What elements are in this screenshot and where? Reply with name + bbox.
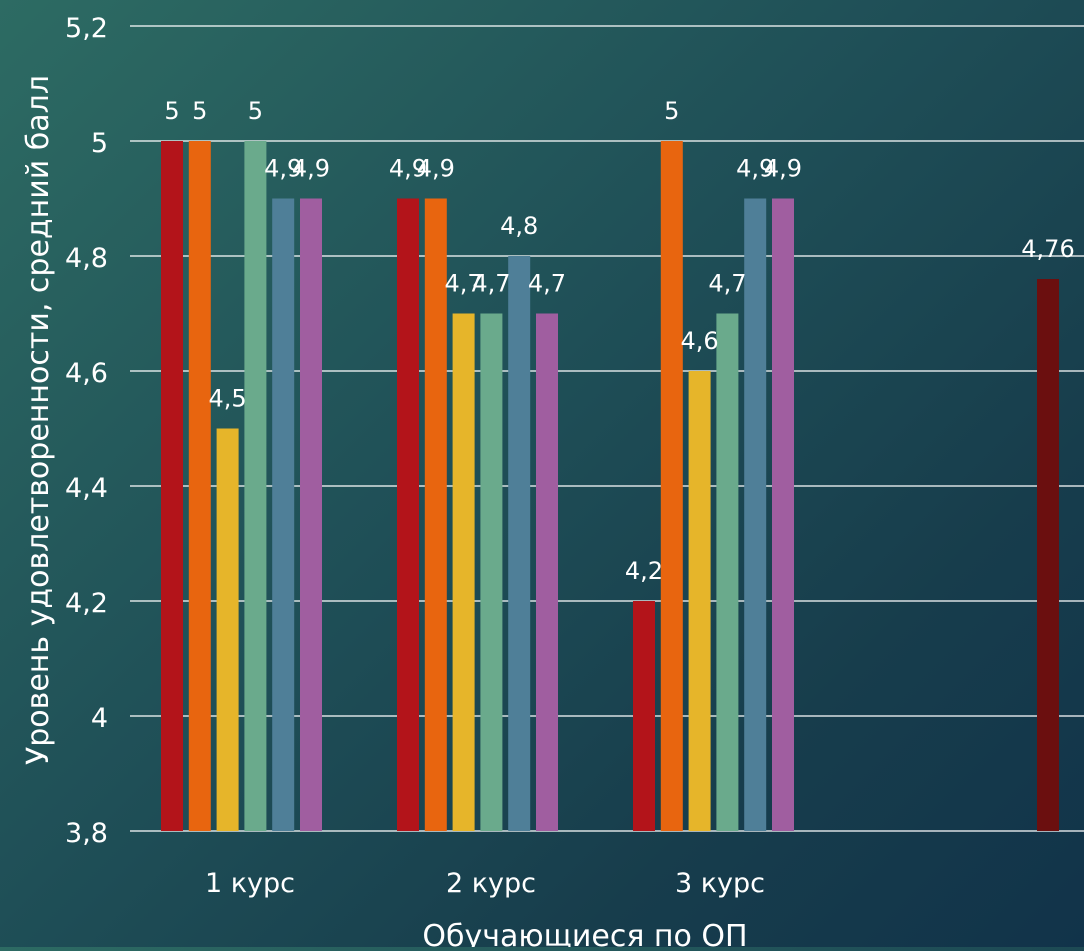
- bar: [188, 141, 211, 831]
- bar: [300, 198, 322, 831]
- data-label: 4,7: [472, 270, 510, 298]
- y-tick-label: 5: [91, 128, 108, 159]
- bar: [216, 428, 239, 831]
- x-tick-label: 2 курс: [446, 868, 536, 899]
- data-label: 4,9: [389, 155, 427, 183]
- bar: [688, 371, 711, 831]
- y-tick-label: 3,8: [65, 818, 108, 849]
- bar: [1037, 279, 1059, 831]
- y-tick-label: 4,2: [65, 588, 108, 619]
- bar: [508, 256, 531, 831]
- data-label: 5: [164, 97, 179, 125]
- bar: [716, 313, 739, 831]
- data-label: 5: [248, 97, 263, 125]
- y-tick-label: 4,4: [65, 473, 108, 504]
- bar: [424, 198, 447, 831]
- data-label: 4,6: [681, 327, 719, 355]
- data-label: 4,2: [625, 557, 663, 585]
- y-axis-title: Уровень удовлетворенности, средний балл: [21, 75, 56, 765]
- data-label: 5: [664, 97, 679, 125]
- data-label: 4,9: [764, 155, 802, 183]
- data-label: 4,8: [500, 212, 538, 240]
- bar: [161, 141, 183, 831]
- bar: [744, 198, 767, 831]
- x-tick-label: 3 курс: [675, 868, 765, 899]
- data-label: 4,7: [445, 270, 483, 298]
- data-label: 4,76: [1021, 235, 1074, 263]
- y-tick-label: 4: [91, 703, 108, 734]
- x-axis-title: Обучающиеся по ОП: [422, 919, 747, 947]
- bar: [272, 198, 295, 831]
- data-label: 4,9: [736, 155, 774, 183]
- y-tick-label: 4,6: [65, 358, 108, 389]
- bar: [244, 141, 267, 831]
- bar: [536, 313, 558, 831]
- bar: [397, 198, 419, 831]
- data-label: 4,9: [264, 155, 302, 183]
- data-label: 4,5: [209, 385, 247, 413]
- bar: [660, 141, 683, 831]
- bar: [772, 198, 794, 831]
- data-label: 4,7: [708, 270, 746, 298]
- bar: [480, 313, 503, 831]
- data-label: 5: [192, 97, 207, 125]
- y-tick-label: 5,2: [65, 13, 108, 44]
- bar: [633, 601, 655, 831]
- x-tick-label: 1 курс: [205, 868, 295, 899]
- bar: [452, 313, 475, 831]
- data-label: 4,9: [292, 155, 330, 183]
- data-label: 4,9: [417, 155, 455, 183]
- data-label: 4,7: [528, 270, 566, 298]
- y-tick-label: 4,8: [65, 243, 108, 274]
